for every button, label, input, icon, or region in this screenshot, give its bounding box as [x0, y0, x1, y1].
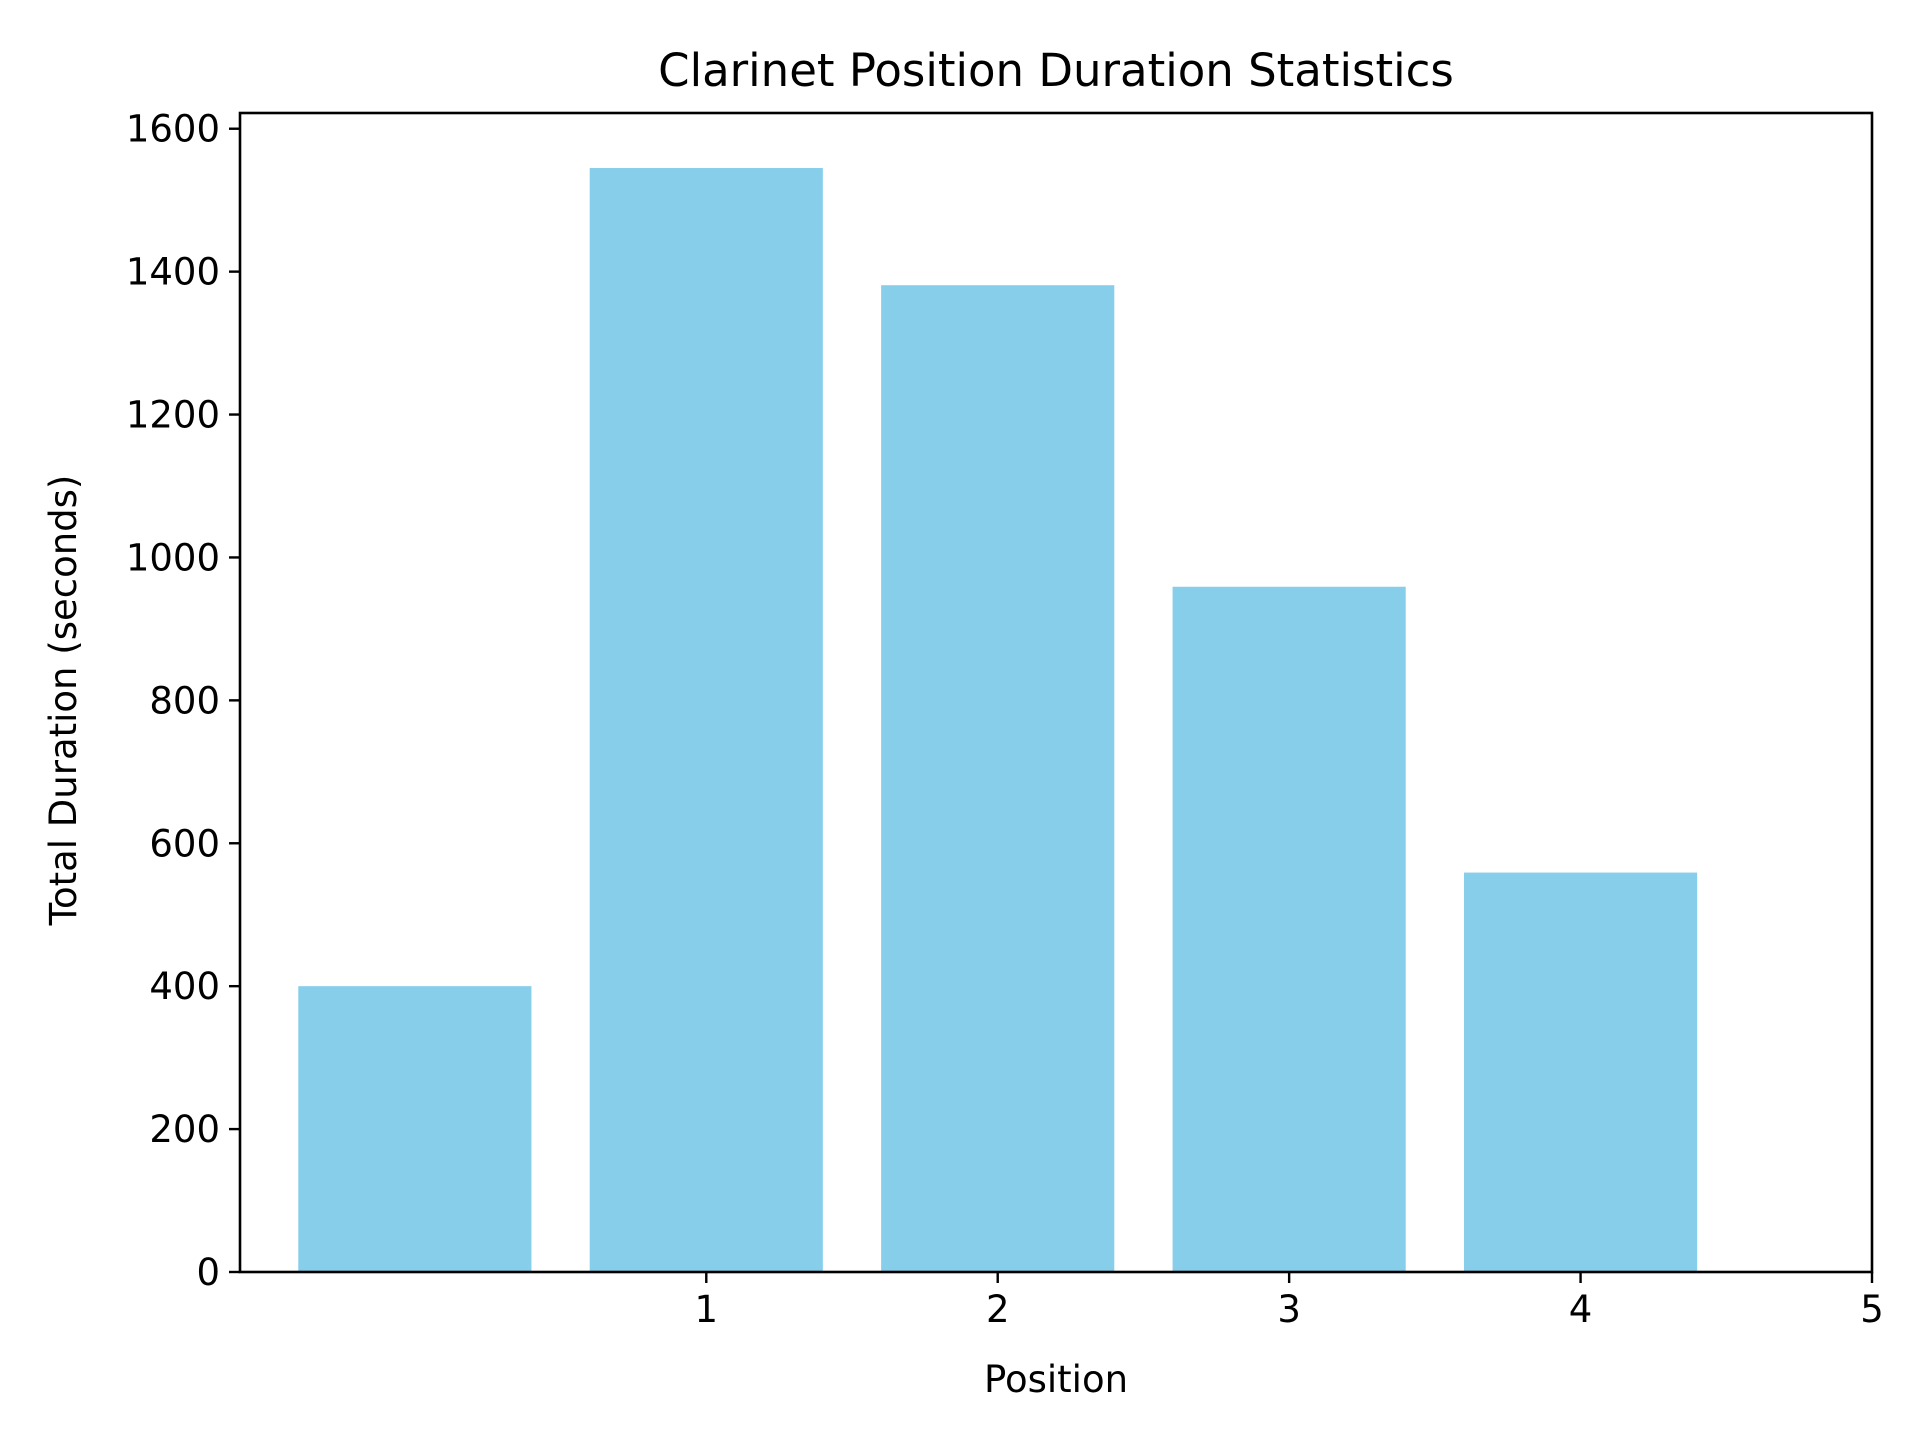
x-tick-label: 3 — [1277, 1288, 1301, 1331]
bar-position-0 — [298, 986, 532, 1272]
y-tick-label: 1600 — [126, 108, 220, 151]
bar-position-1 — [589, 168, 823, 1272]
bars-layer — [298, 168, 1698, 1273]
y-tick-label: 0 — [196, 1251, 220, 1294]
y-tick-label: 1400 — [126, 251, 220, 294]
y-tick-label: 400 — [149, 965, 220, 1008]
x-tick-label: 5 — [1860, 1288, 1884, 1331]
bar-position-2 — [881, 285, 1115, 1273]
x-axis-label: Position — [984, 1358, 1128, 1401]
x-axis-ticks: 1 2 3 4 5 — [695, 1272, 1884, 1331]
y-tick-label: 1000 — [126, 536, 220, 579]
y-tick-label: 800 — [149, 679, 220, 722]
x-tick-label: 1 — [695, 1288, 719, 1331]
plot-frame — [238, 111, 1874, 1274]
chart-title: Clarinet Position Duration Statistics — [658, 44, 1454, 97]
bar-position-3 — [1172, 586, 1406, 1272]
y-axis-ticks: 0 200 400 600 800 1000 1200 1400 1600 — [126, 108, 240, 1294]
x-tick-label: 2 — [986, 1288, 1010, 1331]
bar-position-4 — [1464, 872, 1698, 1272]
y-axis-label: Total Duration (seconds) — [42, 475, 85, 927]
x-tick-label: 4 — [1569, 1288, 1593, 1331]
y-tick-label: 200 — [149, 1108, 220, 1151]
y-tick-label: 1200 — [126, 394, 220, 437]
y-tick-label: 600 — [149, 822, 220, 865]
